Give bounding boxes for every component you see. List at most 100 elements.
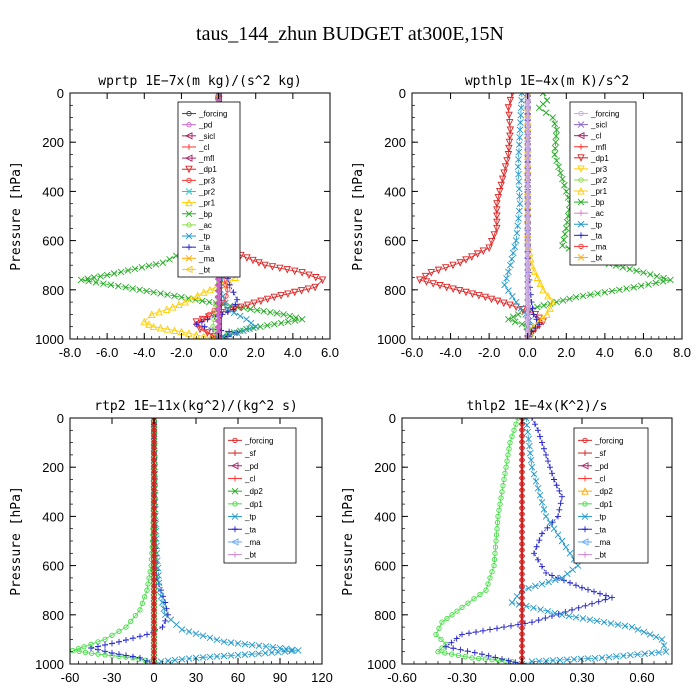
legend: _forcing _sf _pd _cl _dp2 _dp1 _tp _ta _ma _bt [573, 427, 649, 564]
x-tick-label: 60 [231, 670, 245, 685]
legend-marker [578, 110, 584, 117]
series-point-ta [533, 543, 540, 550]
y-tick-label: 1000 [367, 657, 396, 672]
series-point-dp1 [268, 263, 277, 271]
series-point-dp1 [415, 276, 424, 284]
series-point-bp [555, 163, 562, 171]
series-point-bp [559, 242, 566, 249]
series-point-tp [517, 119, 524, 126]
series-point-tp [512, 237, 520, 244]
series-point-tp [526, 442, 533, 450]
legend-marker [581, 513, 589, 520]
x-tick-label: -8.0 [59, 345, 81, 360]
series-point-ta [591, 588, 597, 595]
legend-marker [582, 475, 588, 482]
series-point-sf [151, 637, 157, 643]
series-point-tp [538, 580, 546, 588]
series-point-ta [464, 648, 471, 655]
series-point-dp1 [500, 483, 506, 489]
series-point-bp [277, 319, 285, 327]
series-point-dp1 [506, 132, 514, 141]
series-point-bp [273, 310, 281, 317]
series-point-pd [215, 282, 222, 288]
series-point-ta [230, 289, 237, 296]
series-point-forcing [525, 168, 531, 174]
legend-marker [578, 243, 584, 250]
series-point-tp [230, 309, 238, 317]
series-point-bp [505, 316, 512, 323]
series-point-tp [564, 570, 571, 578]
y-tick-label: 600 [384, 234, 406, 249]
series-point-bp [291, 317, 299, 324]
series-point-tp [173, 621, 180, 628]
series-point-dp1 [455, 652, 462, 659]
series-point-dp1 [493, 532, 500, 538]
series-point-sf [519, 547, 525, 553]
legend-marker [230, 462, 239, 470]
panel-title: wpthlp 1E−4x(m K)/s^2 [465, 74, 629, 89]
legend-label: _cl [198, 143, 209, 152]
legend-marker [582, 450, 588, 457]
legend-marker [580, 538, 589, 546]
series-point-bp [270, 320, 278, 328]
series-point-tp [634, 651, 641, 658]
series-point-dp1 [139, 600, 145, 606]
series-point-ta [505, 657, 512, 664]
series-point-forcing [525, 324, 531, 330]
series-point-forcing [525, 126, 531, 132]
series-point-dp1 [491, 562, 497, 569]
series-point-ta [137, 633, 143, 640]
series-point-pr1 [530, 267, 539, 275]
series-point-pr1 [181, 298, 189, 306]
series-point-bp [92, 279, 100, 286]
series-point-tp [655, 649, 663, 656]
series-point-bp [560, 236, 568, 244]
series-point-forcing [525, 162, 531, 168]
series-point-forcing [525, 252, 531, 258]
series-point-sf [151, 457, 157, 463]
series-point-tp [660, 642, 668, 649]
legend-marker [577, 198, 585, 206]
series-point-bp [143, 287, 150, 295]
series-point-ta [162, 599, 169, 606]
series-point-tp [192, 654, 200, 662]
series-point-ta [508, 622, 514, 629]
series-point-sf [519, 577, 525, 583]
series-point-tp [516, 193, 523, 200]
series-point-pr1 [155, 307, 163, 316]
legend-marker [582, 501, 588, 507]
series-point-sf [519, 631, 525, 637]
series-point-ta [529, 619, 535, 626]
series-point-pr1 [533, 273, 542, 281]
series-point-tp [255, 650, 262, 657]
series-point-dp1 [494, 526, 500, 532]
series-point-ta [137, 654, 143, 661]
series-point-sf [519, 553, 525, 559]
series-point-forcing [525, 306, 531, 312]
series-point-sf [151, 613, 157, 619]
series-point-dp2 [150, 418, 158, 422]
series-point-dp1 [304, 285, 313, 293]
series-point-bp [553, 298, 560, 306]
series-point-ta [556, 487, 563, 494]
series-point-pr1 [544, 291, 552, 300]
y-axis-label: Pressure [hPa] [341, 486, 356, 596]
series-point-dp1 [497, 501, 503, 507]
series-point-dp1 [496, 657, 502, 663]
series-point-sf [519, 637, 525, 643]
series-point-ta [448, 639, 455, 646]
series-point-sf [151, 517, 157, 523]
series-point-tp [600, 618, 608, 626]
series-point-ta [539, 530, 545, 537]
legend-box [223, 427, 297, 564]
series-point-forcing [525, 300, 531, 306]
legend-label: _bt [244, 551, 257, 560]
series-point-dp1 [82, 649, 89, 655]
series-point-sf [151, 427, 157, 433]
x-tick-label: -2.0 [170, 345, 192, 360]
series-point-tp [530, 470, 538, 478]
y-tick-label: 200 [384, 135, 406, 150]
series-point-tp [525, 584, 532, 592]
series-point-ta [162, 617, 169, 624]
series-point-dp1 [455, 287, 464, 295]
